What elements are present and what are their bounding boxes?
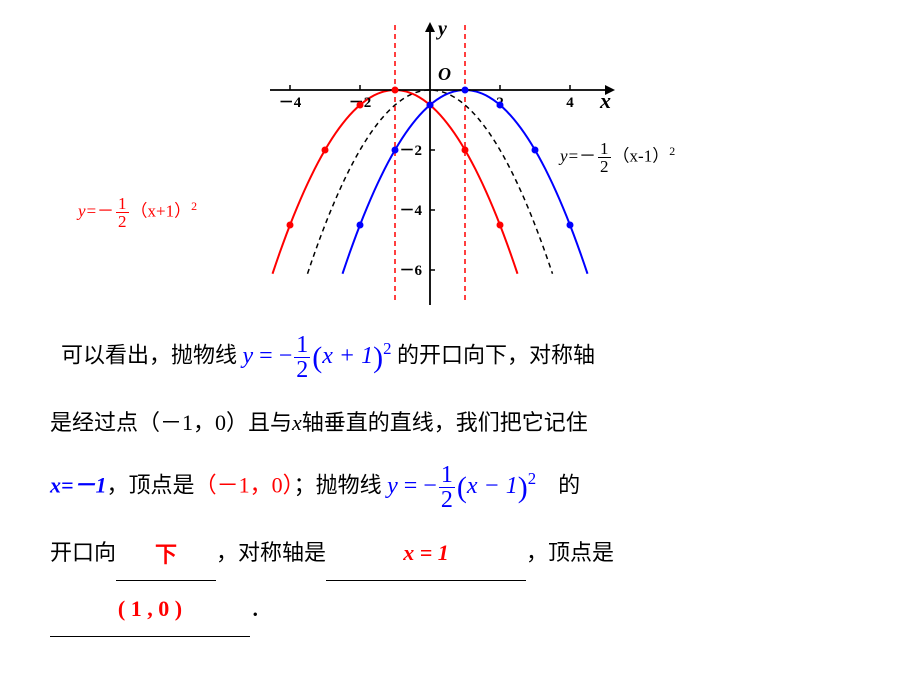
y-axis-label: y [438, 18, 447, 41]
t1b: 的开口向下，对称轴 [397, 343, 595, 368]
blank-1: 下 [116, 525, 216, 581]
eq-blue-frac: 12 [598, 140, 611, 175]
text-line-2: 是经过点（－1，0）且与x轴垂直的直线，我们把它记住 [50, 395, 870, 450]
t4b: ，对称轴是 [216, 540, 326, 565]
t4a: 开口向 [50, 540, 116, 565]
f1-frac: 12 [294, 333, 310, 382]
eq-red-exp: 2 [191, 199, 197, 213]
f2-y: y [387, 473, 398, 499]
eq-blue-exp: 2 [669, 144, 675, 158]
t3e: 的 [553, 473, 581, 498]
f2-eq: = [404, 473, 418, 499]
frac-num: 1 [598, 140, 611, 157]
eq-blue-body: （x-1） [613, 146, 670, 165]
t3c: （－1，0） [195, 473, 294, 498]
eq-red-body: （x+1） [131, 201, 192, 220]
text-line-1: 可以看出，抛物线 y = −12(x + 1)2 的开口向下，对称轴 [50, 320, 870, 395]
f1-eq: = [259, 343, 273, 369]
f2-lp: ( [457, 471, 467, 504]
x-var: x [292, 410, 302, 435]
blank-2: x = 1 [326, 525, 526, 581]
t3b: ，顶点是 [107, 473, 195, 498]
svg-text:－4: －4 [399, 203, 422, 219]
t1a: 可以看出，抛物线 [61, 343, 243, 368]
blank-3: ( 1 , 0 ) [50, 581, 250, 637]
text-line-5: ( 1 , 0 ) ． [50, 581, 870, 637]
f1-y: y [243, 343, 254, 369]
t5: ． [250, 596, 272, 621]
svg-text:－4: －4 [279, 95, 302, 111]
f2d: 2 [439, 487, 455, 512]
eq-red-frac: 12 [116, 195, 129, 230]
x-axis-label: x [600, 88, 611, 114]
f2-m: − [423, 473, 437, 499]
f1-lp: ( [312, 341, 322, 374]
f1n: 1 [294, 333, 310, 357]
svg-text:4: 4 [566, 95, 574, 111]
f1-rp: ) [373, 341, 383, 374]
equation-label-red: y=－12（x+1）2 [78, 195, 197, 230]
eq-red-minus: － [97, 201, 114, 220]
f2-body: x − 1 [467, 473, 518, 499]
f1-exp: 2 [383, 339, 391, 358]
origin-label: O [438, 64, 451, 85]
t2: 是经过点（－1，0）且与 [50, 410, 292, 435]
frac-den: 2 [598, 157, 611, 175]
f2-frac: 12 [439, 463, 455, 512]
f1-body: x + 1 [322, 343, 373, 369]
svg-text:－6: －6 [399, 263, 422, 279]
f2n: 1 [439, 463, 455, 487]
formula-1: y = −12(x + 1)2 [243, 320, 392, 395]
f2-rp: ) [518, 471, 528, 504]
t3d: ；抛物线 [294, 473, 388, 498]
text-line-3: x=－1，顶点是（－1，0）；抛物线 y = −12(x − 1)2 的 [50, 450, 870, 525]
frac-den: 2 [116, 212, 129, 230]
answer-1: 下 [155, 542, 177, 567]
text-block: 可以看出，抛物线 y = −12(x + 1)2 的开口向下，对称轴 是经过点（… [50, 320, 870, 637]
answer-2: x = 1 [403, 540, 449, 565]
f1-m: − [279, 343, 293, 369]
eq-blue-prefix: y= [560, 146, 579, 165]
t4c: ，顶点是 [526, 540, 614, 565]
f2-exp: 2 [528, 469, 536, 488]
text-line-4: 开口向 下 ，对称轴是 x = 1 ，顶点是 [50, 525, 870, 581]
svg-text:－2: －2 [399, 143, 422, 159]
answer-3: ( 1 , 0 ) [118, 596, 182, 621]
eq-blue-minus: － [579, 146, 596, 165]
formula-2: y = −12(x − 1)2 [387, 450, 536, 525]
f1d: 2 [294, 357, 310, 382]
t3a: x=－1 [50, 473, 107, 498]
equation-label-blue: y=－12（x-1）2 [560, 140, 675, 175]
t2b: 轴垂直的直线，我们把它记住 [302, 410, 588, 435]
eq-red-prefix: y= [78, 201, 97, 220]
frac-num: 1 [116, 195, 129, 212]
